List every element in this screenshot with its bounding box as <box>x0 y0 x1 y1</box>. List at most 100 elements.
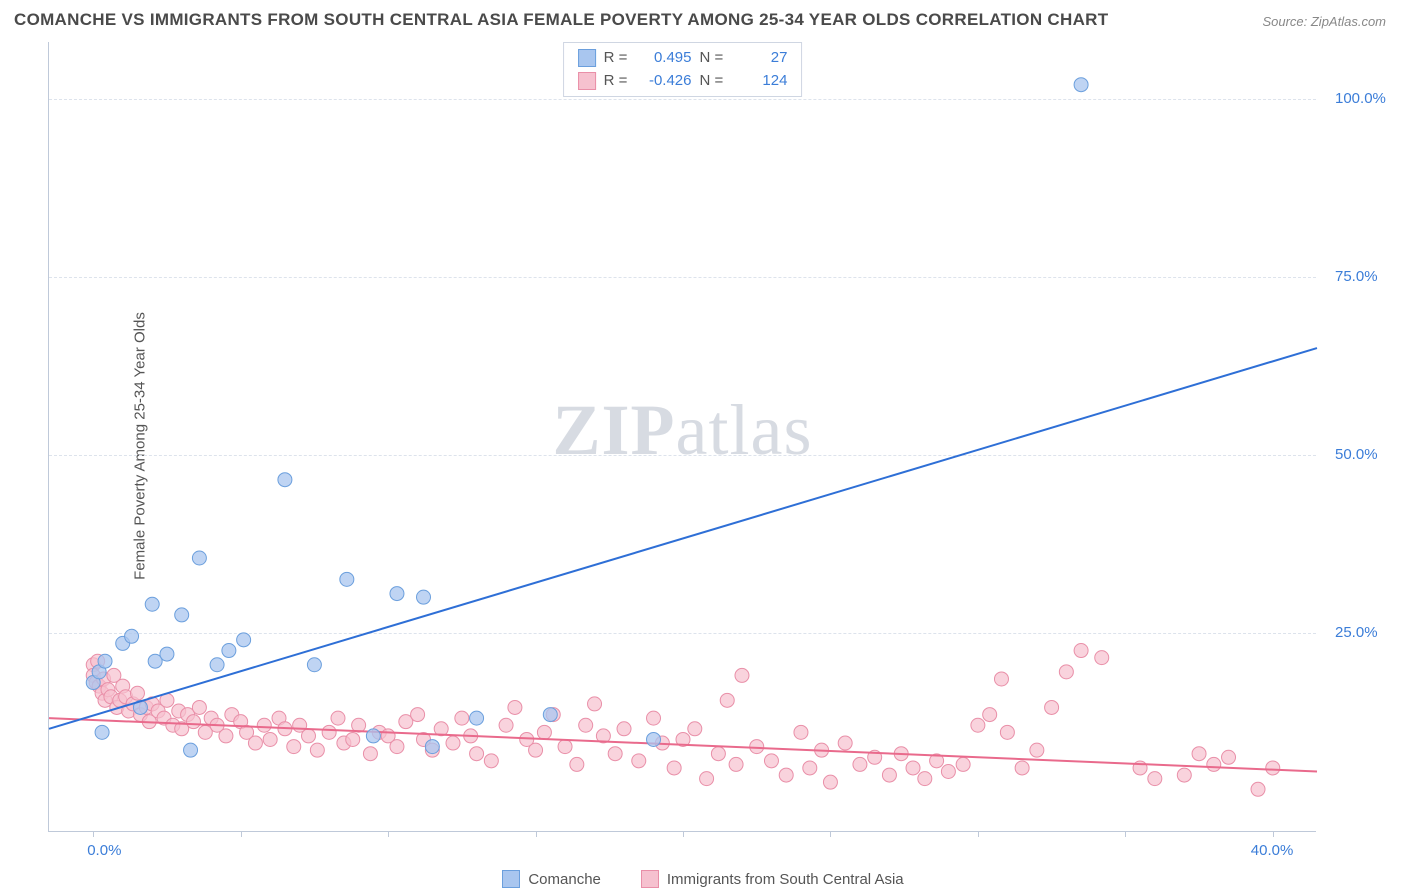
scatter-point <box>647 711 661 725</box>
scatter-point <box>98 654 112 668</box>
legend-n-2: N = 124 <box>700 70 788 93</box>
scatter-point <box>729 757 743 771</box>
scatter-point <box>1207 757 1221 771</box>
scatter-point <box>346 732 360 746</box>
scatter-point <box>210 658 224 672</box>
scatter-point <box>125 629 139 643</box>
scatter-point <box>632 754 646 768</box>
scatter-point <box>1266 761 1280 775</box>
scatter-point <box>417 590 431 604</box>
plot-svg <box>49 42 1316 831</box>
scatter-point <box>1074 78 1088 92</box>
legend-bottom-swatch-2 <box>641 870 659 888</box>
scatter-point <box>1045 700 1059 714</box>
scatter-point <box>906 761 920 775</box>
scatter-point <box>529 743 543 757</box>
x-tick-label: 0.0% <box>87 842 121 859</box>
scatter-point <box>1148 772 1162 786</box>
scatter-point <box>882 768 896 782</box>
scatter-point <box>823 775 837 789</box>
scatter-point <box>918 772 932 786</box>
x-tick <box>1273 831 1274 837</box>
legend-n-label: N = <box>700 49 724 66</box>
scatter-point <box>175 608 189 622</box>
scatter-point <box>779 768 793 782</box>
scatter-point <box>543 708 557 722</box>
plot-area: ZIPatlas R = 0.495 N = 27 R = -0.426 N =… <box>48 42 1316 832</box>
scatter-point <box>688 722 702 736</box>
legend-r-label: R = <box>604 72 628 89</box>
scatter-point <box>1000 725 1014 739</box>
scatter-point <box>1015 761 1029 775</box>
trend-line <box>49 718 1317 771</box>
scatter-point <box>390 587 404 601</box>
scatter-point <box>608 747 622 761</box>
x-tick <box>388 831 389 837</box>
scatter-point <box>219 729 233 743</box>
scatter-point <box>446 736 460 750</box>
legend-r-value-2: -0.426 <box>632 70 692 93</box>
scatter-point <box>130 686 144 700</box>
scatter-point <box>537 725 551 739</box>
scatter-point <box>192 700 206 714</box>
scatter-point <box>263 732 277 746</box>
scatter-point <box>287 740 301 754</box>
scatter-point <box>667 761 681 775</box>
scatter-point <box>499 718 513 732</box>
scatter-point <box>764 754 778 768</box>
scatter-point <box>186 715 200 729</box>
scatter-point <box>1192 747 1206 761</box>
scatter-point <box>588 697 602 711</box>
scatter-point <box>711 747 725 761</box>
scatter-point <box>331 711 345 725</box>
scatter-point <box>735 668 749 682</box>
legend-bottom-swatch-1 <box>502 870 520 888</box>
scatter-point <box>257 718 271 732</box>
legend-bottom-label-2: Immigrants from South Central Asia <box>667 871 904 888</box>
scatter-point <box>971 718 985 732</box>
scatter-point <box>994 672 1008 686</box>
x-tick <box>536 831 537 837</box>
scatter-point <box>307 658 321 672</box>
scatter-point <box>222 644 236 658</box>
scatter-point <box>278 473 292 487</box>
source-attribution: Source: ZipAtlas.com <box>1262 14 1386 29</box>
trend-line <box>49 348 1317 729</box>
scatter-point <box>853 757 867 771</box>
scatter-point <box>366 729 380 743</box>
legend-swatch-1 <box>578 49 596 67</box>
legend-n-value-1: 27 <box>727 47 787 70</box>
x-tick-label: 40.0% <box>1251 842 1294 859</box>
scatter-point <box>192 551 206 565</box>
scatter-point <box>720 693 734 707</box>
scatter-point <box>1074 644 1088 658</box>
scatter-point <box>941 765 955 779</box>
scatter-point <box>310 743 324 757</box>
legend-item-1: Comanche <box>502 870 601 888</box>
scatter-point <box>184 743 198 757</box>
x-tick <box>978 831 979 837</box>
legend-n-1: N = 27 <box>700 47 788 70</box>
legend-n-value-2: 124 <box>727 70 787 93</box>
scatter-point <box>322 725 336 739</box>
scatter-point <box>160 647 174 661</box>
scatter-point <box>750 740 764 754</box>
legend-r-label: R = <box>604 49 628 66</box>
scatter-point <box>411 708 425 722</box>
legend-row-series-2: R = -0.426 N = 124 <box>578 70 788 93</box>
y-tick-label: 75.0% <box>1335 268 1378 285</box>
scatter-point <box>558 740 572 754</box>
scatter-point <box>508 700 522 714</box>
legend-swatch-2 <box>578 72 596 90</box>
scatter-point <box>145 597 159 611</box>
x-tick <box>1125 831 1126 837</box>
scatter-point <box>570 757 584 771</box>
legend-item-2: Immigrants from South Central Asia <box>641 870 904 888</box>
chart-title: COMANCHE VS IMMIGRANTS FROM SOUTH CENTRA… <box>14 10 1108 30</box>
scatter-point <box>425 740 439 754</box>
legend-r-1: R = 0.495 <box>604 47 692 70</box>
scatter-point <box>390 740 404 754</box>
scatter-point <box>455 711 469 725</box>
scatter-point <box>956 757 970 771</box>
scatter-point <box>248 736 262 750</box>
